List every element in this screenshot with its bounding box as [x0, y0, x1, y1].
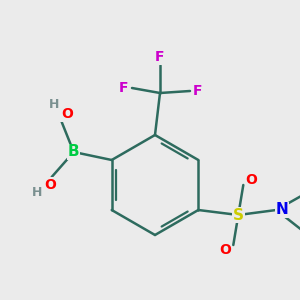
Text: B: B: [68, 145, 80, 160]
Text: H: H: [32, 187, 42, 200]
Text: F: F: [119, 81, 129, 95]
Text: H: H: [49, 98, 59, 110]
Text: F: F: [193, 84, 203, 98]
Text: O: O: [61, 107, 73, 121]
Text: O: O: [44, 178, 56, 192]
Text: O: O: [219, 243, 231, 257]
Text: F: F: [155, 50, 165, 64]
Text: S: S: [233, 208, 244, 223]
Text: O: O: [245, 173, 257, 187]
Text: N: N: [276, 202, 289, 217]
